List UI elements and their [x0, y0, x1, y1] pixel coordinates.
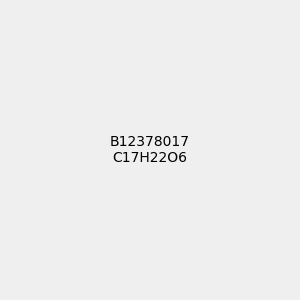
Text: B12378017
C17H22O6: B12378017 C17H22O6 [110, 135, 190, 165]
